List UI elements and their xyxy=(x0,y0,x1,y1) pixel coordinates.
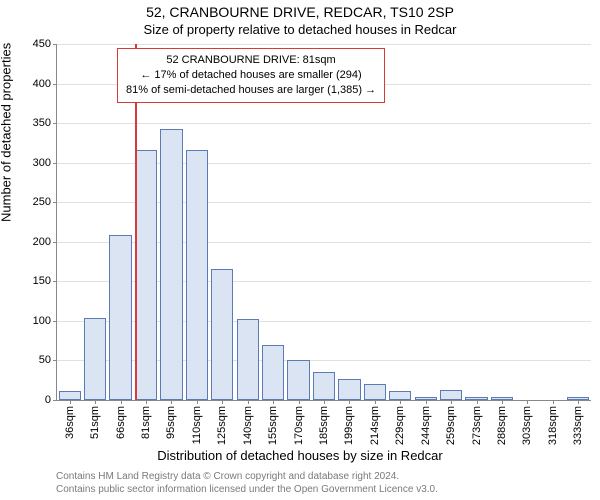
xtick-label: 95sqm xyxy=(165,406,177,439)
xtick-mark xyxy=(197,400,198,404)
annotation-line: 52 CRANBOURNE DRIVE: 81sqm xyxy=(126,53,376,68)
histogram-bar xyxy=(135,150,157,400)
ytick-label: 200 xyxy=(33,236,51,248)
xtick-mark xyxy=(171,400,172,404)
xtick-label: 155sqm xyxy=(267,406,279,445)
plot-area: 05010015020025030035040045036sqm51sqm66s… xyxy=(56,44,591,401)
xtick-label: 185sqm xyxy=(318,406,330,445)
xtick-label: 51sqm xyxy=(89,406,101,439)
xtick-label: 273sqm xyxy=(471,406,483,445)
xtick-label: 110sqm xyxy=(191,406,203,444)
annotation-line: 81% of semi-detached houses are larger (… xyxy=(126,83,376,98)
ytick-mark xyxy=(53,202,57,203)
ytick-label: 0 xyxy=(45,394,51,406)
histogram-bar xyxy=(84,318,106,400)
xtick-mark xyxy=(121,400,122,404)
histogram-bar xyxy=(186,150,208,400)
footer-attribution: Contains HM Land Registry data © Crown c… xyxy=(56,470,438,496)
gridline-h xyxy=(57,44,591,45)
xtick-label: 288sqm xyxy=(496,406,508,445)
gridline-h xyxy=(57,123,591,124)
ytick-label: 450 xyxy=(33,38,51,50)
ytick-mark xyxy=(53,44,57,45)
xtick-mark xyxy=(400,400,401,404)
xtick-mark xyxy=(349,400,350,404)
xtick-mark xyxy=(527,400,528,404)
xtick-mark xyxy=(324,400,325,404)
ytick-mark xyxy=(53,281,57,282)
xtick-mark xyxy=(375,400,376,404)
xtick-mark xyxy=(299,400,300,404)
histogram-container: 52, CRANBOURNE DRIVE, REDCAR, TS10 2SP S… xyxy=(0,0,600,500)
ytick-label: 400 xyxy=(33,78,51,90)
xtick-mark xyxy=(146,400,147,404)
ytick-mark xyxy=(53,321,57,322)
histogram-bar xyxy=(59,391,81,400)
xtick-mark xyxy=(95,400,96,404)
chart-subtitle: Size of property relative to detached ho… xyxy=(0,22,600,37)
xtick-label: 244sqm xyxy=(420,406,432,445)
ytick-label: 250 xyxy=(33,196,51,208)
ytick-label: 50 xyxy=(39,354,51,366)
histogram-bar xyxy=(287,360,309,400)
chart-title: 52, CRANBOURNE DRIVE, REDCAR, TS10 2SP xyxy=(0,4,600,20)
histogram-bar xyxy=(262,345,284,400)
histogram-bar xyxy=(237,319,259,400)
xtick-label: 199sqm xyxy=(343,406,355,445)
xtick-label: 66sqm xyxy=(115,406,127,439)
ytick-label: 100 xyxy=(33,315,51,327)
xtick-label: 140sqm xyxy=(242,406,254,445)
annotation-box: 52 CRANBOURNE DRIVE: 81sqm← 17% of detac… xyxy=(117,48,385,103)
histogram-bar xyxy=(440,390,462,400)
histogram-bar xyxy=(211,269,233,400)
xtick-mark xyxy=(553,400,554,404)
xtick-label: 259sqm xyxy=(445,406,457,445)
ytick-mark xyxy=(53,360,57,361)
ytick-label: 350 xyxy=(33,117,51,129)
ytick-label: 150 xyxy=(33,275,51,287)
xtick-mark xyxy=(70,400,71,404)
ytick-mark xyxy=(53,84,57,85)
xtick-mark xyxy=(578,400,579,404)
xtick-mark xyxy=(502,400,503,404)
footer-line-2: Contains public sector information licen… xyxy=(56,483,438,496)
histogram-bar xyxy=(364,384,386,400)
histogram-bar xyxy=(109,235,131,400)
annotation-line: ← 17% of detached houses are smaller (29… xyxy=(126,68,376,83)
xtick-label: 229sqm xyxy=(394,406,406,445)
xtick-label: 303sqm xyxy=(521,406,533,445)
footer-line-1: Contains HM Land Registry data © Crown c… xyxy=(56,470,438,483)
histogram-bar xyxy=(160,129,182,400)
xtick-label: 81sqm xyxy=(140,406,152,439)
xtick-label: 125sqm xyxy=(216,406,228,445)
histogram-bar xyxy=(389,391,411,400)
ytick-mark xyxy=(53,242,57,243)
histogram-bar xyxy=(313,372,335,400)
ytick-mark xyxy=(53,400,57,401)
ytick-label: 300 xyxy=(33,157,51,169)
histogram-bar xyxy=(338,379,360,400)
xtick-mark xyxy=(248,400,249,404)
xtick-mark xyxy=(222,400,223,404)
xtick-mark xyxy=(451,400,452,404)
xtick-label: 170sqm xyxy=(293,406,305,445)
ytick-mark xyxy=(53,163,57,164)
y-axis-label: Number of detached properties xyxy=(0,43,14,222)
xtick-mark xyxy=(426,400,427,404)
x-axis-label: Distribution of detached houses by size … xyxy=(0,448,600,463)
xtick-mark xyxy=(477,400,478,404)
xtick-label: 214sqm xyxy=(369,406,381,445)
xtick-label: 36sqm xyxy=(64,406,76,439)
xtick-label: 318sqm xyxy=(547,406,559,445)
ytick-mark xyxy=(53,123,57,124)
xtick-label: 333sqm xyxy=(572,406,584,445)
xtick-mark xyxy=(273,400,274,404)
